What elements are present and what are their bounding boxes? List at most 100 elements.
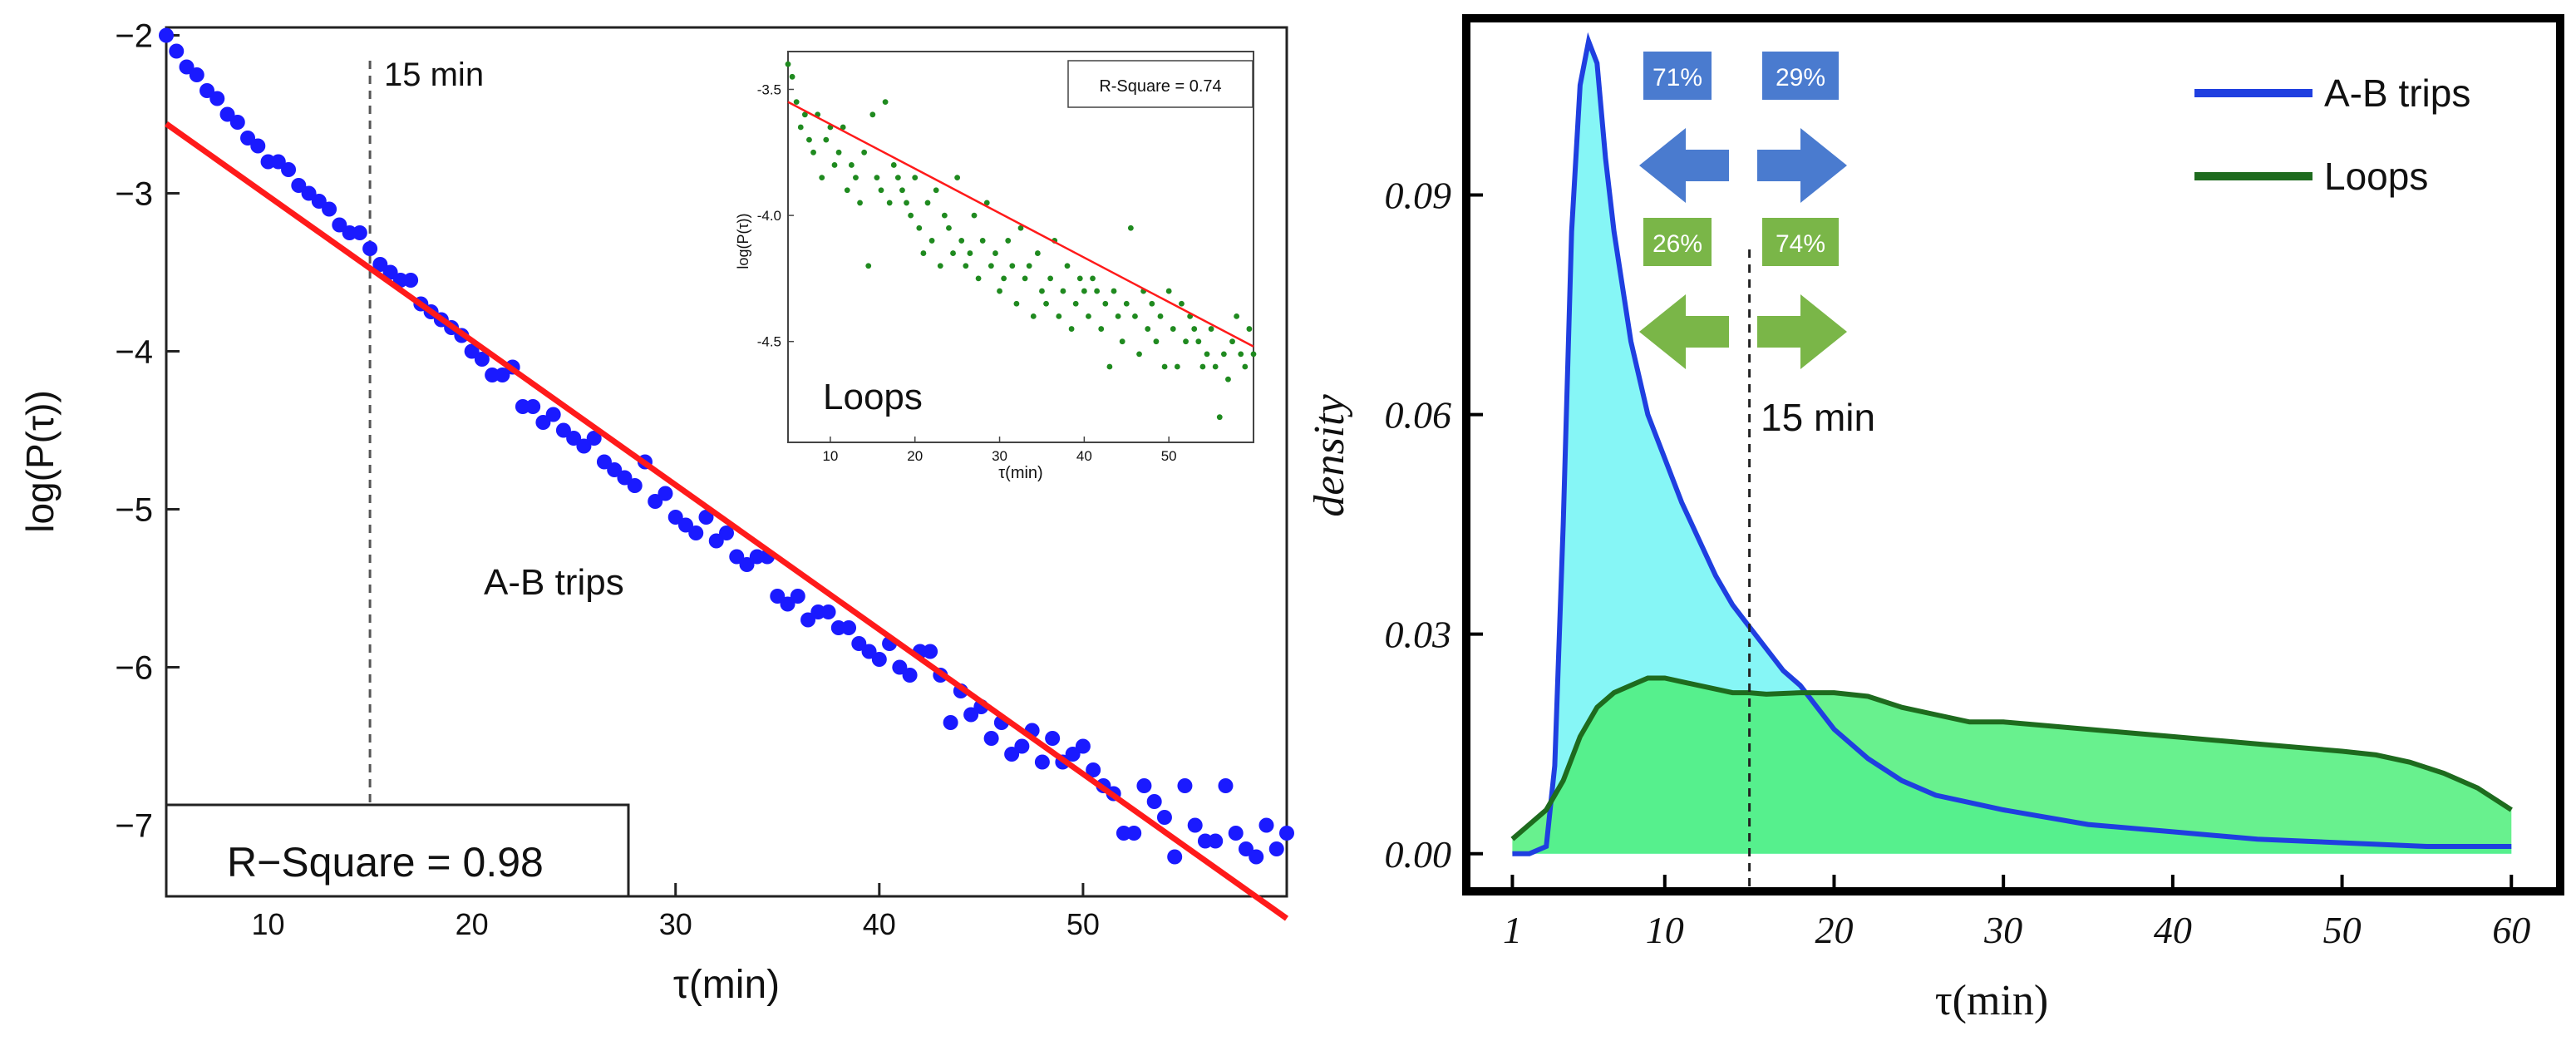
inset-data-point — [1047, 275, 1054, 282]
inset-data-point — [1009, 263, 1016, 269]
left-data-point — [495, 368, 510, 382]
ab-trips-curve — [1512, 32, 2512, 856]
inset-y-tick-label: -4.0 — [757, 208, 781, 224]
inset-data-point — [793, 99, 800, 106]
left-y-tick-label: −2 — [115, 18, 153, 55]
inset-loops-points — [785, 61, 1257, 421]
inset-data-point — [937, 263, 943, 269]
split-annotations: 71% 29% 26% 74% — [1639, 52, 1847, 369]
left-data-point — [464, 343, 480, 359]
right-x-tick-label: 60 — [2492, 909, 2530, 951]
inset-data-point — [1234, 313, 1240, 319]
arrow-ab-left-icon — [1639, 128, 1729, 203]
left-x-tick-label: 30 — [659, 907, 692, 941]
right-y-ticks: 0.00 0.03 0.06 0.09 — [1385, 174, 1483, 876]
left-data-point — [1126, 826, 1142, 841]
right-y-tick-label: 0.03 — [1385, 614, 1452, 656]
left-data-point — [923, 644, 938, 659]
inset-data-point — [1183, 338, 1189, 345]
inset-data-point — [1017, 224, 1024, 231]
left-rsquare-box — [165, 803, 630, 898]
left-data-point — [780, 596, 795, 612]
left-x-ticks: 10 20 30 40 50 — [252, 883, 1100, 941]
inset-plot-frame — [787, 51, 1254, 443]
badge-loops-right — [1762, 218, 1839, 266]
inset-chart: -3.5-4.0-4.5 10 20 30 40 50 R-Square = 0.74 … — [735, 51, 1257, 482]
right-x-ticks: 1 10 20 30 40 50 60 — [1503, 875, 2530, 951]
inset-data-point — [908, 212, 914, 219]
inset-data-point — [941, 212, 948, 219]
right-x-tick-label: 30 — [1983, 909, 2022, 951]
left-data-point — [1075, 738, 1091, 754]
left-data-point — [1228, 826, 1244, 841]
inset-data-point — [912, 175, 919, 181]
left-ab-points — [159, 27, 1294, 865]
left-data-point — [1167, 849, 1183, 865]
left-data-point — [179, 59, 195, 75]
left-data-point — [352, 225, 367, 240]
inset-data-point — [1212, 363, 1219, 370]
left-data-point — [1208, 833, 1224, 849]
badge-loops-left — [1643, 218, 1712, 266]
inset-data-point — [1208, 326, 1214, 332]
inset-data-point — [1086, 313, 1091, 319]
left-data-point — [362, 241, 378, 256]
inset-x-tick-label: 10 — [822, 448, 838, 464]
inset-y-tick-label: -4.5 — [757, 334, 781, 350]
badge-loops-left-label: 26% — [1652, 230, 1702, 258]
left-15min-label: 15 min — [384, 57, 484, 93]
left-data-point — [617, 470, 633, 486]
left-fit-line — [164, 121, 1289, 921]
inset-data-point — [835, 149, 842, 155]
left-data-point — [474, 352, 490, 367]
left-data-point — [820, 604, 836, 619]
left-data-point — [1177, 778, 1193, 793]
left-y-tick-label: −4 — [115, 334, 153, 371]
left-data-point — [1065, 747, 1081, 762]
inset-data-point — [882, 99, 889, 106]
inset-data-point — [1165, 288, 1172, 294]
left-data-point — [1268, 841, 1284, 856]
left-data-point — [1045, 731, 1061, 746]
left-data-point — [586, 431, 602, 446]
left-data-point — [861, 644, 877, 659]
inset-data-point — [894, 175, 901, 181]
inset-data-point — [789, 73, 795, 80]
inset-data-point — [1098, 326, 1105, 332]
inset-y-ticks: -3.5 -4.0 -4.5 — [757, 81, 794, 350]
left-data-point — [871, 652, 887, 667]
left-data-point — [382, 264, 398, 280]
inset-data-point — [1149, 300, 1155, 307]
inset-data-point — [958, 238, 965, 244]
inset-data-point — [1090, 275, 1096, 282]
inset-data-point — [967, 250, 973, 256]
inset-data-point — [1238, 351, 1244, 358]
right-x-tick-label: 10 — [1646, 909, 1684, 951]
inset-data-point — [1170, 326, 1176, 332]
left-data-point — [943, 715, 958, 730]
right-y-tick-label: 0.09 — [1385, 174, 1452, 216]
inset-data-point — [1076, 275, 1083, 282]
left-series-label: A-B trips — [484, 562, 624, 603]
inset-data-point — [924, 200, 931, 206]
inset-data-point — [971, 212, 978, 219]
inset-data-point — [1094, 288, 1101, 294]
inset-x-tick-label: 50 — [1161, 448, 1177, 464]
left-data-point — [851, 636, 867, 651]
right-x-tick-label: 40 — [2154, 909, 2192, 951]
left-data-point — [535, 415, 551, 430]
inset-data-point — [844, 187, 850, 194]
inset-data-point — [1030, 313, 1037, 319]
inset-data-point — [874, 175, 880, 181]
left-data-point — [250, 138, 266, 154]
left-data-point — [566, 431, 582, 446]
inset-data-point — [1081, 288, 1087, 294]
left-data-point — [301, 185, 317, 201]
inset-rsquare-box — [1067, 60, 1254, 108]
inset-data-point — [1199, 363, 1206, 370]
inset-data-point — [1034, 250, 1041, 256]
left-data-point — [667, 510, 683, 525]
inset-data-point — [1123, 300, 1130, 307]
inset-data-point — [1005, 238, 1012, 244]
